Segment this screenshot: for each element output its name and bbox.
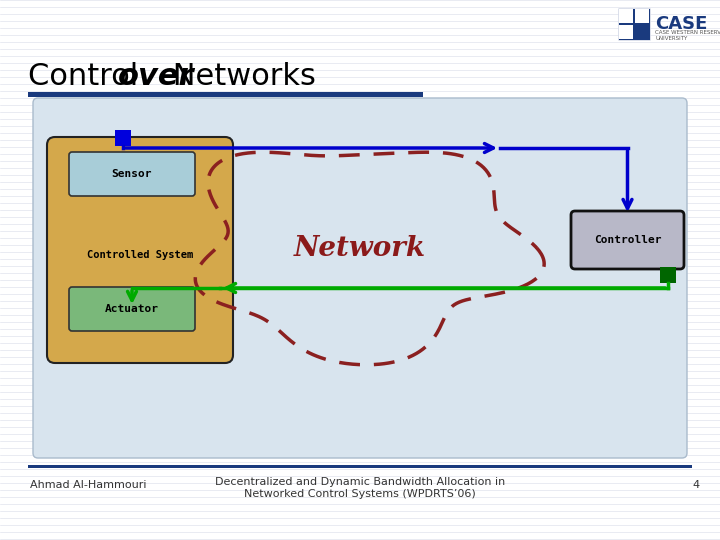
FancyBboxPatch shape <box>69 152 195 196</box>
Bar <box>619 9 633 23</box>
FancyBboxPatch shape <box>69 287 195 331</box>
Bar <box>660 267 676 283</box>
FancyBboxPatch shape <box>47 137 233 363</box>
Text: Networks: Networks <box>163 62 316 91</box>
FancyBboxPatch shape <box>571 211 684 269</box>
Text: Controlled System: Controlled System <box>87 250 193 260</box>
FancyBboxPatch shape <box>33 98 687 458</box>
Text: Sensor: Sensor <box>112 169 152 179</box>
Bar <box>28 465 692 468</box>
Text: Actuator: Actuator <box>105 304 159 314</box>
Text: 4: 4 <box>693 480 700 490</box>
Bar <box>619 25 633 39</box>
Bar <box>115 130 131 146</box>
Bar <box>618 8 650 40</box>
Text: Control: Control <box>28 62 148 91</box>
Bar <box>635 25 649 39</box>
Text: CASE: CASE <box>655 15 707 33</box>
Text: over: over <box>118 62 194 91</box>
Text: Network: Network <box>294 234 426 261</box>
Text: Controller: Controller <box>594 235 661 245</box>
Bar <box>635 9 649 23</box>
Bar <box>28 92 423 97</box>
Text: Decentralized and Dynamic Bandwidth Allocation in
Networked Control Systems (WPD: Decentralized and Dynamic Bandwidth Allo… <box>215 477 505 498</box>
Text: Ahmad Al-Hammouri: Ahmad Al-Hammouri <box>30 480 146 490</box>
Text: CASE WESTERN RESERVE
UNIVERSITY: CASE WESTERN RESERVE UNIVERSITY <box>655 30 720 41</box>
